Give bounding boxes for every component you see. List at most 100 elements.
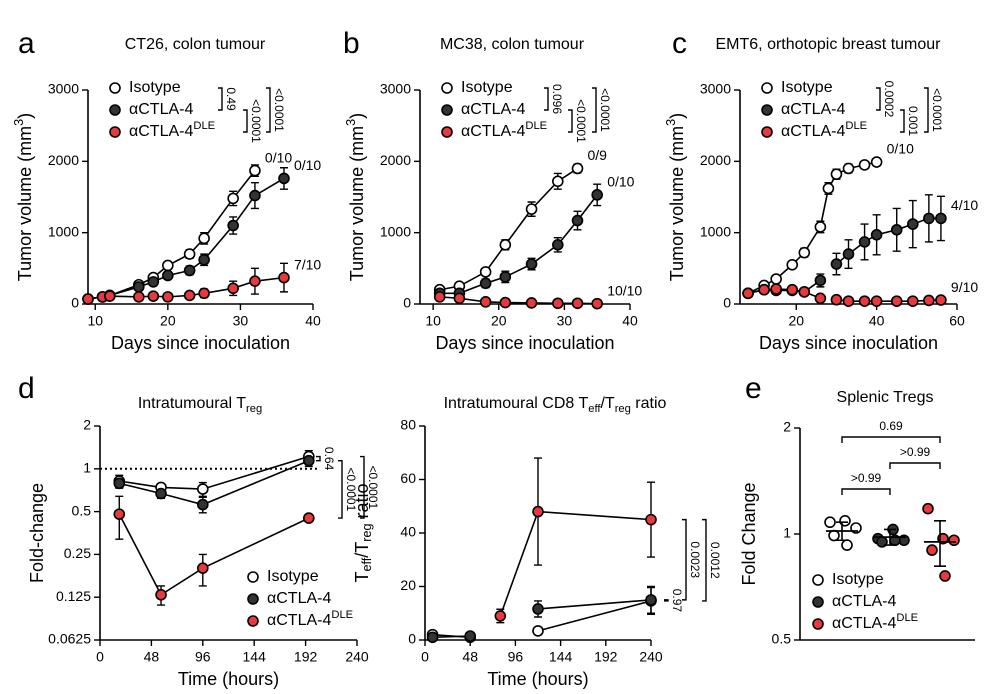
text-part: eff bbox=[360, 557, 374, 571]
text-part: reg bbox=[246, 403, 262, 415]
text-part: eff bbox=[588, 403, 601, 415]
legend-marker bbox=[109, 104, 121, 116]
data-point bbox=[923, 294, 935, 307]
series-line bbox=[119, 455, 310, 490]
data-point bbox=[923, 212, 935, 225]
bracket bbox=[568, 109, 573, 133]
text-part: 3 bbox=[12, 119, 26, 126]
text-part: αCTLA-4 bbox=[129, 123, 193, 140]
panel-label: b bbox=[343, 27, 360, 60]
bracket-label: <0.0001 bbox=[930, 88, 944, 132]
panel-label: e bbox=[745, 372, 762, 405]
data-point bbox=[525, 297, 538, 309]
bracket-label: 0.001 bbox=[906, 106, 920, 136]
x-tick-label: 0 bbox=[96, 649, 104, 665]
legend-marker bbox=[761, 82, 773, 94]
data-point bbox=[571, 297, 584, 310]
bracket bbox=[218, 87, 223, 111]
data-point bbox=[525, 203, 538, 215]
legend-marker bbox=[109, 126, 121, 138]
chart-title: Intratumoural Treg bbox=[138, 395, 262, 415]
data-point bbox=[113, 508, 126, 520]
data-point bbox=[814, 274, 827, 287]
data-point bbox=[645, 594, 657, 606]
legend-label: αCTLA-4 bbox=[461, 101, 525, 118]
data-point bbox=[227, 192, 239, 205]
data-point bbox=[278, 172, 290, 185]
bracket bbox=[338, 460, 343, 519]
data-point bbox=[532, 603, 544, 615]
data-point bbox=[830, 258, 843, 270]
end-label: 9/10 bbox=[951, 279, 978, 295]
x-axis-label: Days since inoculation bbox=[111, 333, 290, 353]
y-axis-label: Fold Change bbox=[739, 482, 759, 585]
x-tick-label: 192 bbox=[594, 649, 618, 665]
x-tick-label: 60 bbox=[949, 313, 965, 329]
x-axis-label: Time (hours) bbox=[487, 669, 588, 689]
chart-title: EMT6, orthotopic breast tumour bbox=[716, 36, 942, 53]
series-line bbox=[747, 161, 877, 295]
legend-label: αCTLA-4 bbox=[781, 101, 845, 118]
data-point bbox=[532, 625, 544, 637]
data-point bbox=[183, 248, 196, 260]
text-part: Tumor volume (mm bbox=[15, 126, 35, 281]
data-point bbox=[147, 290, 160, 302]
x-tick-label: 192 bbox=[294, 649, 318, 665]
text-part: T bbox=[352, 572, 372, 583]
data-point bbox=[858, 295, 871, 307]
text-part: /T bbox=[600, 395, 614, 412]
text-part: 3 bbox=[664, 119, 678, 126]
data-point bbox=[858, 159, 871, 171]
bracket bbox=[544, 87, 549, 111]
data-point bbox=[935, 212, 947, 225]
x-tick-label: 144 bbox=[549, 649, 573, 665]
text-part: 3 bbox=[344, 119, 358, 126]
end-label: 0/10 bbox=[265, 149, 292, 165]
legend-label: αCTLA-4DLE bbox=[832, 612, 918, 632]
x-tick-label: 10 bbox=[87, 313, 103, 329]
y-tick-label: 0.5 bbox=[772, 631, 792, 647]
data-point bbox=[464, 630, 477, 642]
bracket bbox=[592, 87, 597, 133]
data-point bbox=[890, 295, 903, 307]
legend-marker bbox=[812, 574, 824, 586]
bracket-label: 0.096 bbox=[550, 84, 564, 114]
bracket bbox=[316, 455, 321, 462]
end-label: 0/10 bbox=[887, 141, 914, 157]
data-point bbox=[198, 232, 210, 245]
x-tick-label: 240 bbox=[345, 649, 369, 665]
text-part: reg bbox=[360, 524, 374, 542]
data-point bbox=[571, 214, 584, 227]
end-label: 10/10 bbox=[607, 282, 642, 298]
y-axis-label: Teff/Treg ratio bbox=[352, 483, 375, 582]
chart-title: Splenic Tregs bbox=[837, 389, 934, 406]
series-line bbox=[432, 599, 652, 639]
y-tick-label: 40 bbox=[400, 524, 416, 540]
data-point bbox=[552, 297, 564, 310]
legend-label: Isotype bbox=[129, 79, 181, 96]
bracket-label: <0.0001 bbox=[272, 88, 286, 132]
series-line bbox=[119, 459, 310, 506]
data-point bbox=[278, 271, 290, 284]
data-point bbox=[645, 513, 657, 526]
x-tick-label: 20 bbox=[788, 313, 804, 329]
bracket-label: 0.0012 bbox=[708, 542, 722, 579]
data-point bbox=[842, 162, 855, 175]
data-point bbox=[433, 291, 446, 303]
chart-title: MC38, colon tumour bbox=[440, 36, 585, 53]
data-point bbox=[198, 287, 210, 300]
legend-marker bbox=[247, 571, 259, 583]
data-point bbox=[249, 275, 261, 287]
data-point bbox=[183, 289, 196, 302]
y-tick-label: 1 bbox=[83, 460, 91, 476]
legend-label: Isotype bbox=[832, 571, 884, 588]
data-point bbox=[155, 487, 167, 500]
x-tick-label: 30 bbox=[233, 313, 249, 329]
data-point bbox=[499, 271, 512, 283]
data-point bbox=[227, 282, 239, 295]
data-point bbox=[770, 283, 782, 295]
data-point bbox=[824, 516, 836, 529]
data-point bbox=[786, 258, 799, 271]
